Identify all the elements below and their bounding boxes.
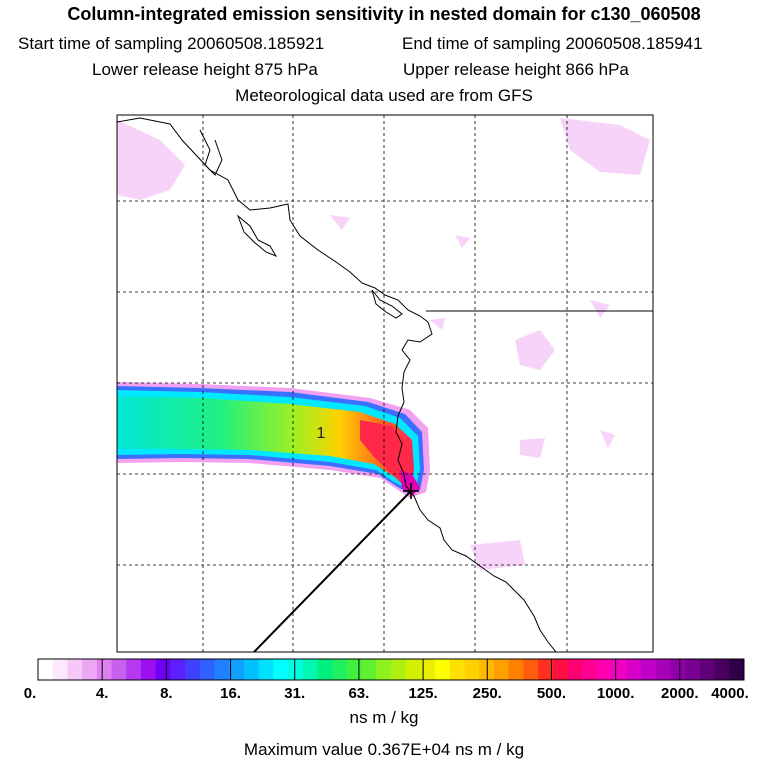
colorbar-swatch — [52, 659, 68, 680]
colorbar-swatch — [714, 659, 730, 680]
colorbar-swatch — [552, 659, 568, 680]
colorbar-swatch — [699, 659, 715, 680]
colorbar-swatch — [508, 659, 524, 680]
flight-track — [253, 490, 412, 652]
colorbar-swatch — [111, 659, 127, 680]
colorbar-swatch — [185, 659, 201, 680]
colorbar-swatch — [140, 659, 157, 680]
colorbar-swatch — [405, 659, 421, 680]
colorbar-tick-label: 0. — [24, 685, 37, 702]
colorbar-swatch — [449, 659, 465, 680]
colorbar-swatch — [302, 659, 318, 680]
colorbar-swatch — [273, 659, 289, 680]
colorbar-swatch — [670, 659, 686, 680]
colorbar-swatch — [361, 659, 377, 680]
colorbar-swatch — [288, 659, 304, 680]
figure-title: Column-integrated emission sensitivity i… — [67, 4, 701, 24]
colorbar-swatch — [346, 659, 362, 680]
colorbar-tick-label: 8. — [160, 685, 173, 702]
lower-height-label: Lower release height 875 hPa — [92, 60, 318, 79]
start-time-label: Start time of sampling 20060508.185921 — [18, 34, 325, 53]
colorbar-swatch — [243, 659, 260, 680]
colorbar — [37, 658, 745, 681]
colorbar-swatch — [214, 659, 230, 680]
colorbar-tick-label: 16. — [220, 685, 241, 702]
plume-core — [117, 396, 414, 484]
maximum-value-label: Maximum value 0.367E+04 ns m / kg — [243, 740, 525, 759]
colorbar-swatch — [641, 659, 657, 680]
colorbar-tick-label: 63. — [348, 685, 369, 702]
colorbar-swatch — [435, 659, 451, 680]
colorbar-tick-label: 500. — [537, 685, 566, 702]
colorbar-swatch — [626, 659, 642, 680]
met-data-label: Meteorological data used are from GFS — [235, 86, 533, 105]
colorbar-swatch — [655, 659, 671, 680]
colorbar-tick-labels: 0. 4. 8. 16. 31. 63. 125. 250. 500. 1000. 2000. 400… — [24, 685, 749, 702]
colorbar-swatch — [464, 659, 480, 680]
colorbar-tick-label: 125. — [408, 685, 437, 702]
colorbar-swatch — [38, 659, 54, 680]
coastline — [117, 117, 557, 652]
end-time-label: End time of sampling 20060508.185941 — [402, 34, 703, 53]
colorbar-swatch — [391, 659, 407, 680]
colorbar-swatch — [96, 659, 112, 680]
colorbar-tick-label: 250. — [473, 685, 502, 702]
colorbar-swatch — [538, 659, 554, 680]
colorbar-tick-label: 2000. — [661, 685, 699, 702]
colorbar-tick-label: 4000. — [711, 685, 749, 702]
colorbar-tick-label: 31. — [284, 685, 305, 702]
northern-coast — [199, 129, 223, 176]
colorbar-swatch — [229, 659, 245, 680]
colorbar-swatch — [199, 659, 215, 680]
colorbar-swatch — [523, 659, 539, 680]
low-sensitivity-patches — [117, 118, 650, 570]
colorbar-swatch — [67, 659, 83, 680]
map-area — [117, 115, 653, 652]
colorbar-swatch — [376, 659, 392, 680]
colorbar-tick-label: 4. — [96, 685, 109, 702]
colorbar-swatch — [685, 659, 701, 680]
colorbar-tick-label: 1000. — [597, 685, 635, 702]
plume-max-core — [400, 470, 420, 496]
release-site-marker — [403, 483, 419, 499]
island-coast — [236, 214, 278, 258]
plume-label: 1 — [317, 425, 326, 442]
colorbar-swatch — [567, 659, 583, 680]
colorbar-swatch — [582, 659, 598, 680]
colorbar-swatch — [332, 659, 348, 680]
colorbar-swatch — [420, 659, 436, 680]
inlet-coast — [371, 289, 403, 319]
map-frame — [116, 114, 654, 653]
lat-lon-grid — [117, 115, 653, 652]
colorbar-swatch — [170, 659, 186, 680]
colorbar-swatch — [155, 659, 171, 680]
upper-height-label: Upper release height 866 hPa — [403, 60, 629, 79]
colorbar-swatch — [126, 659, 142, 680]
colorbar-swatch — [729, 659, 745, 680]
colorbar-swatch — [82, 659, 98, 680]
colorbar-swatch — [493, 659, 510, 680]
colorbar-swatch — [317, 659, 333, 680]
colorbar-swatch — [611, 659, 627, 680]
colorbar-swatch — [258, 659, 274, 680]
colorbar-swatch — [596, 659, 613, 680]
colorbar-frame — [37, 658, 745, 681]
colorbar-unit: ns m / kg — [349, 708, 419, 727]
